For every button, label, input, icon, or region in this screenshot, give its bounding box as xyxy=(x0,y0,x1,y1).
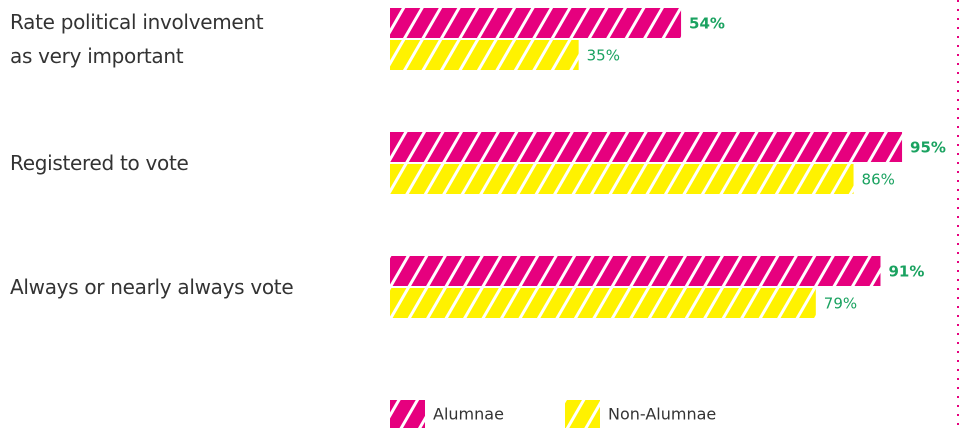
legend-label: Alumnae xyxy=(433,405,504,424)
value-label: 79% xyxy=(824,295,857,313)
category-label: Always or nearly always vote xyxy=(10,275,294,299)
legend-label: Non-Alumnae xyxy=(608,405,716,424)
bar xyxy=(390,132,903,162)
value-label: 35% xyxy=(587,47,620,65)
value-label: 86% xyxy=(862,171,895,189)
value-label: 91% xyxy=(888,263,924,281)
bar xyxy=(390,8,682,38)
bar xyxy=(390,164,854,194)
bar xyxy=(390,256,881,286)
legend-swatch xyxy=(390,400,425,428)
legend-swatch xyxy=(565,400,600,428)
value-label: 95% xyxy=(910,139,946,157)
bar xyxy=(390,40,579,70)
category-label: Rate political involvement as very impor… xyxy=(10,10,264,68)
bar xyxy=(390,288,816,318)
category-label: Registered to vote xyxy=(10,151,189,175)
value-label: 54% xyxy=(689,15,725,33)
